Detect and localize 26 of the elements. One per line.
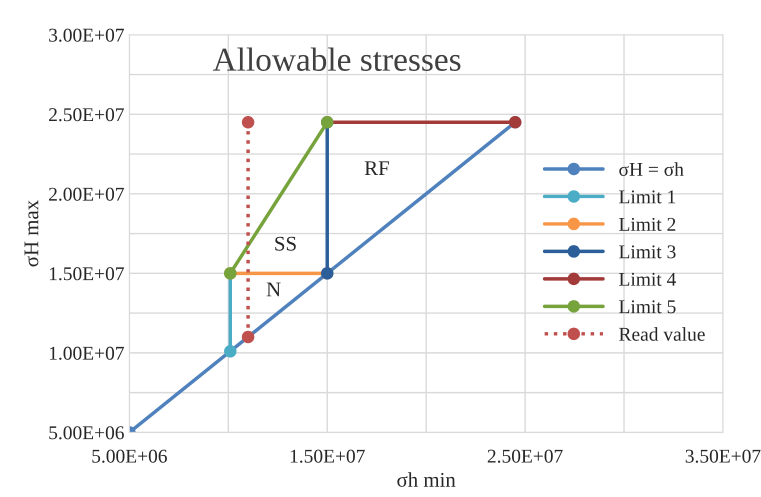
legend-label: Limit 1 (619, 190, 676, 204)
x-tick-label: 5.00E+06 (92, 450, 167, 463)
legend-label: Limit 2 (619, 218, 676, 231)
x-tick-label: 2.50E+07 (488, 450, 563, 463)
y-axis-title: σH max (24, 200, 38, 266)
annotation: RF (364, 161, 389, 175)
y-tick-label: 2.00E+07 (49, 188, 124, 201)
x-axis-title: σh min (397, 472, 456, 487)
y-tick-label: 1.00E+07 (50, 346, 124, 360)
legend-label: σH = σh (619, 162, 684, 176)
y-tick-label: 2.50E+07 (49, 108, 124, 122)
y-tick-label: 3.00E+07 (49, 28, 124, 42)
point (242, 116, 254, 129)
x-tick-label: 1.50E+07 (290, 450, 365, 463)
annotation: N (266, 282, 281, 296)
y-tick-label: 1.50E+07 (50, 267, 124, 280)
legend-label: Limit 4 (619, 272, 676, 286)
annotation: SS (275, 236, 296, 251)
legend-label: Limit 5 (619, 300, 676, 314)
legend-label: Limit 3 (619, 245, 676, 258)
x-tick-label: 3.50E+07 (686, 450, 761, 463)
point (242, 330, 254, 344)
legend-label: Read value (619, 327, 705, 341)
chart-title: Allowable stresses (212, 48, 460, 71)
point (224, 345, 237, 358)
y-tick-label: 5.00E+06 (49, 426, 124, 440)
